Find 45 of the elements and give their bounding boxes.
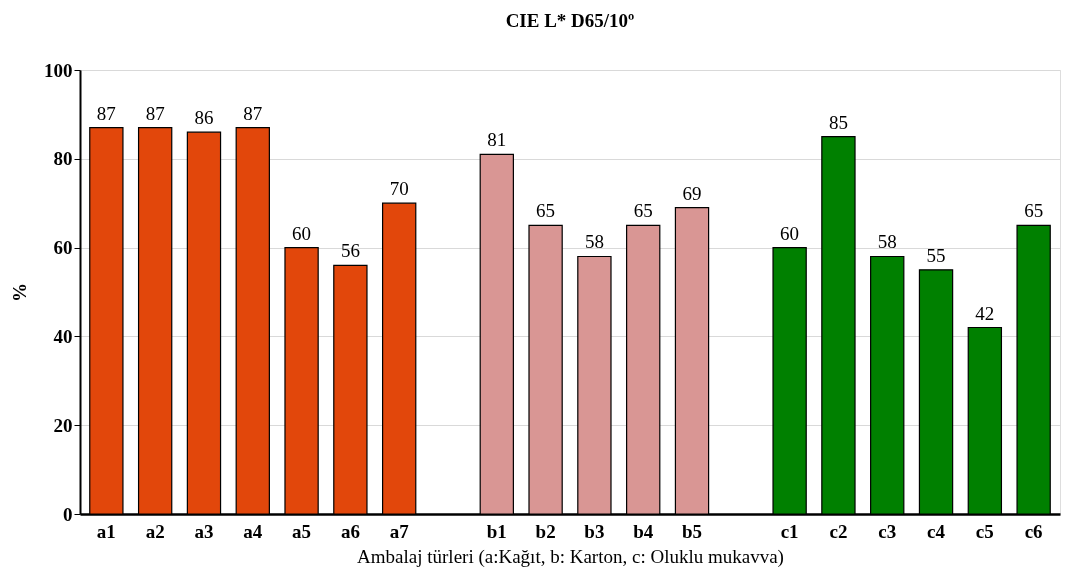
data-label: 69 (682, 182, 702, 204)
y-tick-label: 60 (53, 237, 73, 259)
data-label: 85 (828, 111, 848, 133)
data-label: 58 (877, 231, 897, 253)
data-label: 58 (584, 231, 604, 253)
chart-title: CIE L* D65/10º (505, 10, 635, 31)
y-tick-label: 80 (53, 148, 73, 170)
data-label: 70 (389, 178, 409, 200)
x-tick-label: b1 (486, 520, 507, 542)
data-label: 87 (243, 102, 263, 124)
x-tick-label: c2 (829, 520, 848, 542)
x-tick-label: b3 (584, 520, 605, 542)
x-tick-label: a5 (292, 520, 312, 542)
data-label: 87 (145, 102, 165, 124)
data-label: 87 (96, 102, 116, 124)
x-tick-label: a3 (194, 520, 214, 542)
x-tick-label: a7 (389, 520, 410, 542)
data-label: 86 (194, 107, 214, 129)
x-tick-label: c3 (878, 520, 897, 542)
x-tick-label: b5 (681, 520, 703, 542)
x-axis-title: Ambalaj türleri (a:Kağıt, b: Karton, c: Oluklu mukavva) (357, 545, 784, 568)
x-tick-label: b2 (535, 520, 556, 542)
data-label: 81 (487, 129, 507, 151)
x-tick-label: a4 (243, 520, 263, 542)
y-tick-label: 0 (63, 503, 73, 525)
x-tick-label: c1 (780, 520, 799, 542)
data-label: 55 (926, 244, 946, 266)
y-axis-title: % (9, 283, 30, 302)
data-label: 56 (340, 240, 360, 262)
x-tick-label: a6 (340, 520, 360, 542)
x-tick-label: a2 (145, 520, 165, 542)
data-label: 65 (536, 200, 556, 222)
x-tick-label: b4 (633, 520, 654, 542)
x-tick-label: a1 (96, 520, 116, 542)
x-tick-label: c4 (927, 520, 946, 542)
data-label: 60 (780, 222, 800, 244)
y-tick-label: 40 (53, 325, 73, 347)
x-tick-label: c5 (975, 520, 994, 542)
x-tick-label: c6 (1024, 520, 1043, 542)
data-label: 60 (292, 222, 312, 244)
data-label: 65 (633, 200, 653, 222)
y-tick-label: 20 (53, 414, 73, 436)
data-label: 42 (975, 302, 995, 324)
data-label: 65 (1024, 200, 1044, 222)
y-tick-label: 100 (44, 59, 73, 81)
